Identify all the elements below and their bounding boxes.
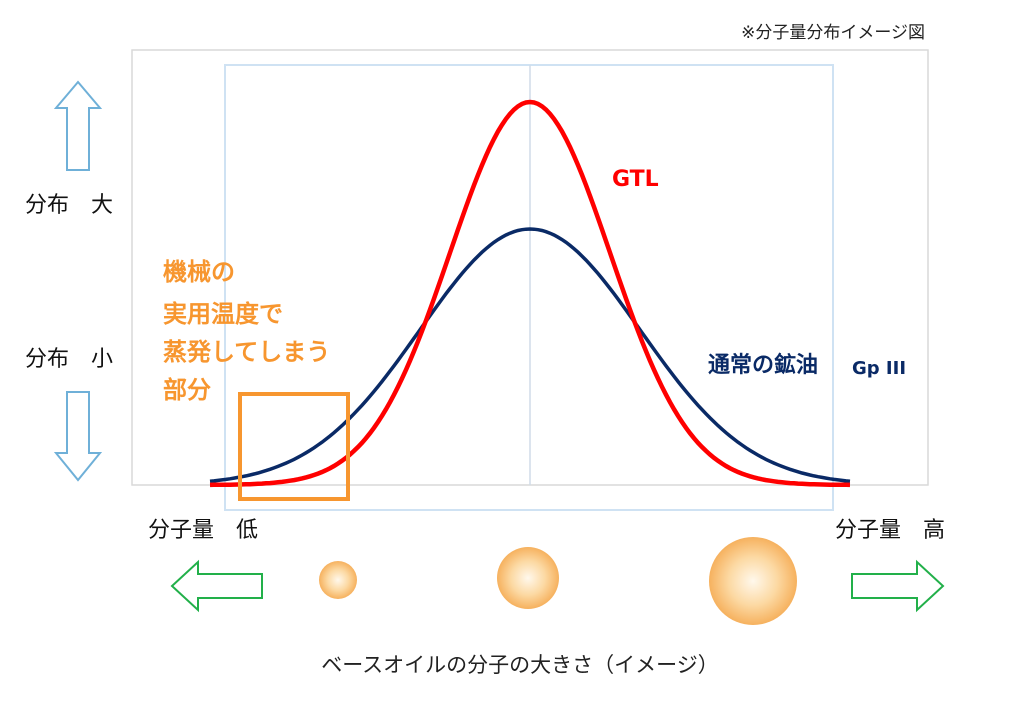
note: ※分子量分布イメージ図	[741, 23, 925, 43]
inner-frame	[224, 64, 834, 511]
annotation-line: 実用温度で	[163, 300, 283, 328]
annotation-line: 蒸発してしまう	[163, 338, 330, 366]
molecule-medium	[497, 547, 559, 609]
right-arrow	[851, 559, 945, 613]
molecule-large	[709, 537, 797, 625]
down-arrow	[53, 391, 103, 482]
x-label-low: 分子量 低	[148, 518, 258, 543]
mineral-label: 通常の鉱油	[708, 352, 818, 378]
molecule-small	[319, 561, 357, 599]
y-label-low: 分布 小	[25, 347, 113, 372]
mineral-curve	[209, 227, 851, 484]
gtl-label: GTL	[612, 167, 659, 192]
annotation-line: 機械の	[163, 258, 235, 286]
annotation-line: 部分	[163, 376, 211, 404]
up-arrow	[53, 80, 103, 171]
highlight-box	[238, 392, 350, 501]
mineral-grade: Gp III	[852, 358, 906, 379]
y-label-high: 分布 大	[25, 193, 113, 218]
caption: ベースオイルの分子の大きさ（イメージ）	[321, 653, 719, 677]
left-arrow	[170, 559, 263, 613]
x-label-high: 分子量 高	[835, 518, 945, 543]
gtl-curve	[209, 99, 851, 488]
